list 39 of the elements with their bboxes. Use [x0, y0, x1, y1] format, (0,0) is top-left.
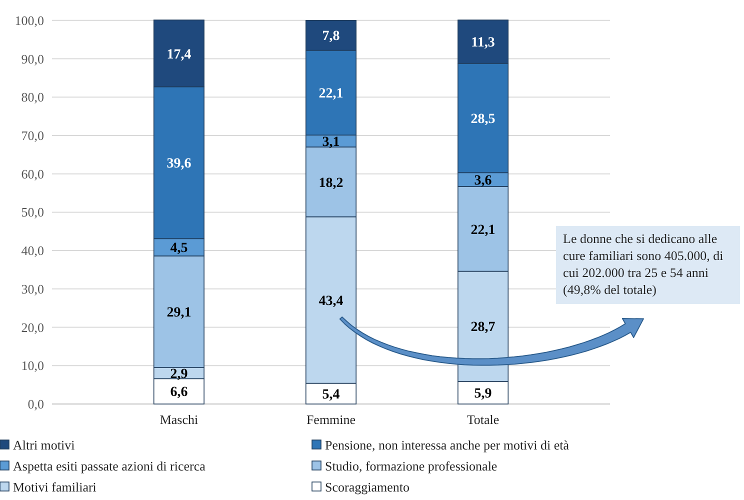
annotation: Le donne che si dedicano alle cure familiari sono 405.000, di cui 202.000 tra 25 e 54 anni (49,8% del totale) [563, 231, 724, 297]
y-tick-label: 30,0 [21, 281, 44, 296]
data-label: 39,6 [166, 156, 192, 172]
y-tick-label: 100,0 [14, 12, 44, 28]
data-label: 5,9 [474, 386, 492, 402]
y-tick-label: 50,0 [21, 204, 44, 220]
y-tick-label: 70,0 [21, 128, 44, 144]
y-tick-label: 80,0 [21, 90, 44, 105]
data-label: 43,4 [318, 294, 344, 309]
data-label: 3,1 [322, 134, 340, 150]
data-label: 18,2 [318, 176, 344, 191]
legend-label: Studio, formazione professionale [325, 458, 498, 474]
data-label: 6,6 [170, 385, 188, 400]
legend-label: Pensione, non interessa anche per motivi di età [325, 438, 570, 453]
data-label: 29,1 [166, 306, 192, 321]
data-label: 22,1 [318, 86, 344, 102]
data-label: 28,7 [470, 320, 496, 336]
legend-label: Motivi familiari [13, 480, 97, 495]
data-label: 17,4 [166, 47, 192, 62]
y-tick-label: 60,0 [21, 166, 44, 182]
y-tick-label: 20,0 [21, 320, 44, 335]
legend-label: Altri motivi [13, 438, 76, 453]
legend-label: Aspetta esiti passate azioni di ricerca [13, 458, 206, 474]
data-label: 22,1 [470, 222, 496, 238]
data-label: 7,8 [322, 29, 340, 44]
data-label: 4,5 [170, 241, 188, 256]
data-label: 2,9 [170, 367, 188, 382]
legend-label: Scoraggiamento [325, 480, 410, 495]
data-label: 11,3 [471, 36, 495, 51]
y-tick-label: 0,0 [28, 396, 44, 412]
y-tick-label: 40,0 [21, 243, 44, 258]
y-tick-label: 10,0 [21, 358, 44, 374]
x-tick-label: Totale [466, 412, 500, 427]
y-tick-label: 90,0 [21, 51, 44, 66]
data-label: 3,6 [474, 173, 492, 188]
data-label: 28,5 [470, 112, 496, 127]
data-label: 5,4 [322, 388, 340, 403]
x-tick-label: Maschi [160, 412, 198, 427]
x-tick-label: Femmine [306, 412, 356, 427]
